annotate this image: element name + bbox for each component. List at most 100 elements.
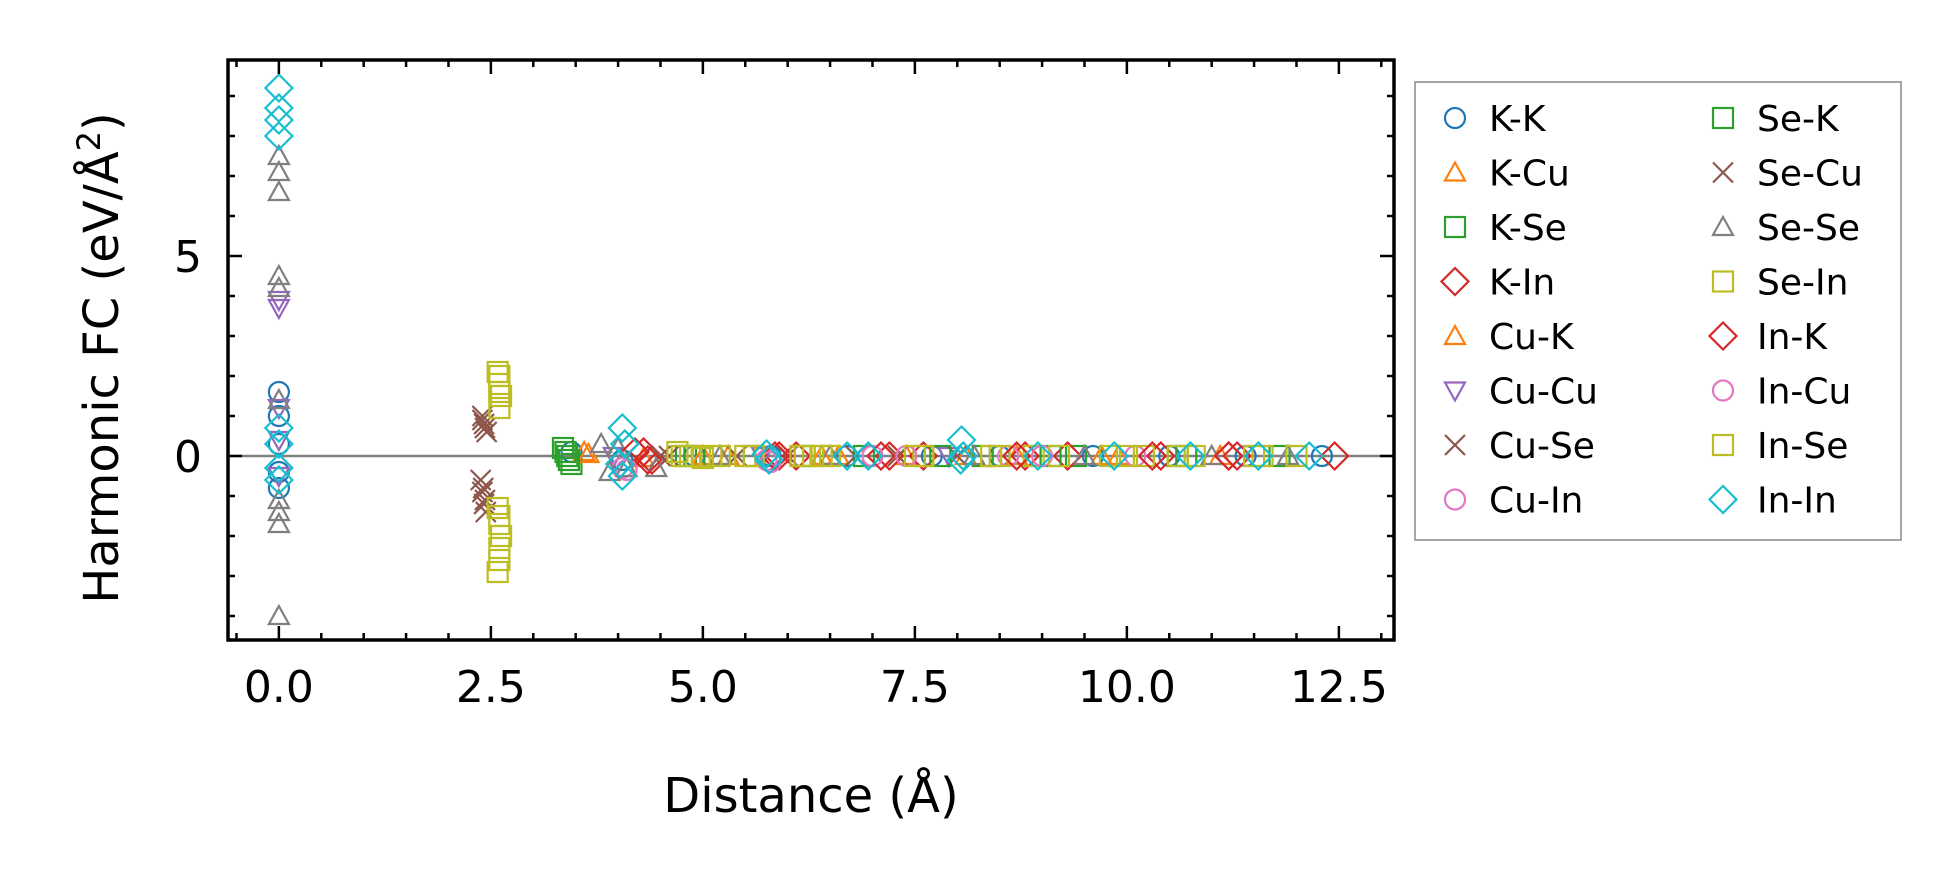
x-stroke — [658, 445, 680, 467]
data-point — [793, 444, 816, 468]
data-point — [691, 446, 714, 470]
legend-marker — [1443, 160, 1467, 182]
data-point — [267, 511, 291, 534]
data-point — [263, 120, 294, 152]
series-se-cu — [471, 409, 909, 511]
data-point — [263, 412, 294, 444]
data-point — [267, 387, 291, 410]
data-point — [1294, 440, 1325, 472]
data-point — [607, 460, 638, 492]
data-point — [263, 452, 294, 484]
x-tick-label: 7.5 — [880, 662, 950, 713]
data-point — [691, 443, 715, 466]
legend-label: Cu-Se — [1489, 426, 1595, 467]
data-point — [486, 496, 509, 520]
legend-label: In-In — [1757, 481, 1837, 522]
legend-label: In-Cu — [1757, 372, 1851, 413]
x-stroke — [469, 469, 492, 491]
data-point — [945, 444, 976, 476]
legend-marker — [1711, 433, 1735, 457]
data-point — [589, 431, 613, 454]
data-markers — [263, 72, 1350, 626]
data-point — [700, 444, 723, 468]
legend-marker — [1439, 266, 1471, 297]
legend-label: In-Se — [1757, 426, 1848, 467]
data-point — [1276, 443, 1300, 466]
data-point — [1022, 440, 1053, 472]
legend-marker — [1444, 434, 1466, 456]
y-axis-label-main: Harmonic FC (eV/Å — [73, 151, 130, 604]
data-point — [742, 444, 765, 468]
legend-label: K-In — [1489, 263, 1555, 304]
data-point — [1166, 444, 1189, 468]
data-point — [1137, 440, 1168, 472]
y-tick-label: 5 — [174, 232, 202, 283]
data-point — [865, 440, 897, 472]
data-point — [474, 417, 496, 439]
data-point — [267, 404, 290, 428]
legend-frame — [1414, 81, 1902, 541]
legend-label: K-K — [1489, 99, 1547, 140]
data-point — [707, 443, 732, 466]
series-in-in — [263, 72, 1325, 496]
x-stroke — [472, 477, 495, 499]
data-point — [1052, 440, 1083, 472]
data-point — [488, 364, 511, 388]
data-point — [1268, 444, 1291, 468]
data-point — [1319, 440, 1350, 472]
data-point — [831, 440, 863, 472]
data-point — [1089, 443, 1114, 466]
x-tick-label: 5.0 — [668, 662, 738, 713]
legend-marker — [1711, 270, 1735, 293]
data-point — [267, 603, 291, 626]
legend-marker — [1712, 161, 1734, 184]
legend-marker — [1707, 484, 1739, 515]
series-in-k — [619, 436, 1244, 476]
legend-marker — [1443, 215, 1467, 239]
data-point — [1243, 440, 1274, 472]
legend-marker — [1443, 488, 1467, 511]
x-stroke — [471, 481, 494, 503]
data-point — [810, 444, 833, 468]
x-stroke — [474, 417, 496, 439]
data-point — [489, 524, 513, 548]
legend-marker — [1707, 320, 1739, 352]
data-point — [488, 536, 511, 560]
data-point — [1001, 440, 1032, 472]
plot-frame — [226, 58, 1396, 642]
legend-marker — [1443, 106, 1467, 130]
data-point — [1072, 443, 1097, 466]
legend-label: Cu-K — [1489, 317, 1575, 358]
x-tick-label: 10.0 — [1078, 662, 1176, 713]
legend-label: In-K — [1757, 317, 1828, 358]
data-point — [759, 440, 791, 472]
series-se-in — [486, 360, 1308, 584]
data-point — [980, 444, 1003, 468]
axes: 0.0 2.5 5.0 7.5 10.0 12.5 0 5 — [174, 58, 1396, 713]
data-point — [267, 476, 290, 500]
data-point — [488, 548, 511, 572]
data-point — [263, 428, 294, 460]
legend-label: Se-Cu — [1757, 154, 1863, 195]
data-point — [263, 464, 294, 496]
data-point — [488, 372, 511, 396]
data-point — [488, 504, 511, 528]
y-axis-label-close: ) — [74, 112, 130, 131]
data-point — [903, 444, 926, 468]
data-point — [556, 444, 579, 468]
data-point — [1047, 444, 1071, 468]
data-point — [267, 179, 291, 202]
data-point — [1310, 444, 1334, 468]
series-k-k — [267, 380, 1334, 500]
data-point — [267, 275, 291, 298]
y-tick-label: 0 — [174, 432, 202, 483]
data-point — [1099, 440, 1130, 472]
data-point — [267, 298, 291, 321]
data-point — [1175, 440, 1206, 472]
data-point — [557, 448, 580, 472]
data-point — [1064, 444, 1088, 468]
data-point — [1132, 444, 1155, 468]
y-axis-label-superscript: 2 — [70, 131, 108, 151]
legend-marker — [1443, 381, 1467, 403]
